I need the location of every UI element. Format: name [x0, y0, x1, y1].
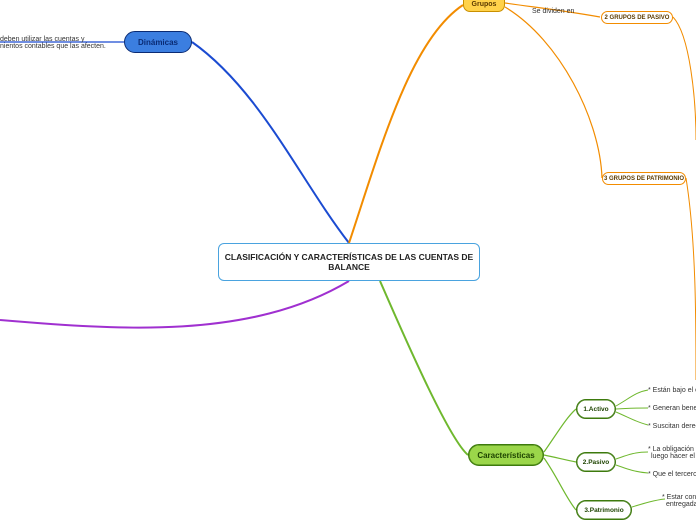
node-label: Características	[477, 451, 534, 460]
node-label: 2.Pasivo	[583, 459, 609, 466]
node-caracteristicas[interactable]: Características	[468, 444, 544, 466]
node-label: 3.Patrimonio	[584, 507, 623, 514]
node-dinamicas[interactable]: Dinámicas	[124, 31, 192, 53]
edge	[544, 409, 576, 452]
edge	[616, 412, 648, 425]
edge	[0, 281, 349, 328]
edge	[380, 281, 468, 455]
edge	[192, 42, 349, 243]
node-label: 2 GRUPOS DE PASIVO	[605, 15, 670, 21]
node-activo[interactable]: 1.Activo	[576, 399, 616, 419]
node-label: 1.Activo	[583, 406, 608, 413]
annotation-text: * Están bajo el co	[648, 387, 696, 394]
edge	[673, 17, 696, 140]
annotation-text: nientos contables que las afecten.	[0, 43, 106, 50]
node-pasivo[interactable]: 2.Pasivo	[576, 452, 616, 472]
edge	[544, 458, 576, 510]
node-label: 3 GRUPOS DE PATRIMONIO	[604, 176, 684, 182]
node-grupos[interactable]: Grupos	[463, 0, 505, 12]
annotation-text: Se dividen en	[532, 8, 574, 15]
annotation-text: * La obligación tie	[648, 446, 696, 453]
annotation-text: * Generan benefi	[648, 405, 696, 412]
node-label: Dinámicas	[138, 38, 178, 47]
annotation-text: * Estar confo	[662, 494, 696, 501]
edge	[632, 499, 665, 507]
edge	[616, 452, 648, 459]
annotation-text: deben utilizar las cuentas y	[0, 36, 84, 43]
edge	[616, 408, 648, 409]
annotation-text: * Suscitan derech	[648, 423, 696, 430]
node-label: Grupos	[472, 1, 497, 8]
node-pasivo_grp[interactable]: 2 GRUPOS DE PASIVO	[601, 11, 673, 24]
edge	[349, 5, 463, 243]
edge	[616, 465, 648, 473]
annotation-text: entregada o	[666, 501, 696, 508]
node-patrimonio_grp[interactable]: 3 GRUPOS DE PATRIMONIO	[602, 172, 686, 185]
node-central[interactable]: CLASIFICACIÓN Y CARACTERÍSTICAS DE LAS C…	[218, 243, 480, 281]
annotation-text: luego hacer el pag	[651, 453, 696, 460]
edge	[544, 455, 576, 462]
annotation-text: * Que el tercero q	[648, 471, 696, 478]
edge	[686, 178, 696, 380]
edge	[505, 7, 602, 178]
edge	[616, 390, 648, 406]
node-patrimonio[interactable]: 3.Patrimonio	[576, 500, 632, 520]
node-label: CLASIFICACIÓN Y CARACTERÍSTICAS DE LAS C…	[219, 252, 479, 272]
